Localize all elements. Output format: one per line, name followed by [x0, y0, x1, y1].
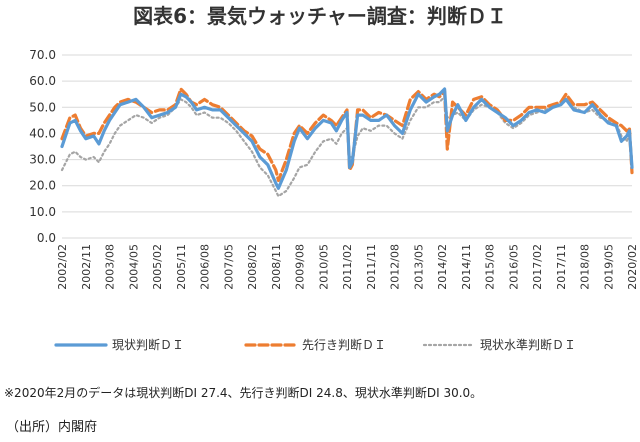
x-tick-label: 2011/02 — [341, 244, 354, 290]
y-tick-label: 40.0 — [29, 126, 56, 140]
x-tick-label: 2017/02 — [531, 244, 544, 290]
x-tick-label: 2005/02 — [151, 244, 164, 290]
x-tick-label: 2015/08 — [484, 244, 497, 290]
x-tick-label: 2008/11 — [270, 244, 283, 290]
x-tick-label: 2011/11 — [365, 244, 378, 290]
source-note: （出所）内閣府 — [6, 420, 98, 435]
footnote: ※2020年2月のデータは現状判断DI 27.4、先行き判断DI 24.8、現状… — [4, 386, 483, 400]
x-tick-label: 2016/05 — [507, 244, 520, 290]
y-tick-label: 10.0 — [29, 205, 56, 219]
x-tick-label: 2014/11 — [460, 244, 473, 290]
x-tick-label: 2010/05 — [317, 244, 330, 290]
x-tick-label: 2013/05 — [412, 244, 425, 290]
x-axis-ticks: 2002/02 2002/11 2003/08 2004/05 2005/02 2005/… — [56, 244, 639, 290]
legend-label: 先行き判断ＤＩ — [302, 337, 386, 352]
x-tick-label: 2008/02 — [246, 244, 259, 290]
x-tick-label: 2006/08 — [199, 244, 212, 290]
y-tick-label: 60.0 — [29, 74, 56, 88]
series-lines — [60, 87, 634, 198]
x-tick-label: 2005/11 — [175, 244, 188, 290]
x-tick-label: 2004/05 — [127, 244, 140, 290]
series-line — [60, 87, 634, 190]
legend-label: 現状判断ＤＩ — [112, 337, 184, 352]
x-tick-label: 2018/08 — [579, 244, 592, 290]
x-tick-label: 2014/02 — [436, 244, 449, 290]
y-tick-label: 0.0 — [37, 231, 56, 245]
x-tick-label: 2017/11 — [555, 244, 568, 290]
legend-label: 現状水準判断ＤＩ — [480, 337, 576, 352]
y-tick-label: 70.0 — [29, 48, 56, 62]
x-tick-label: 2020/02 — [626, 244, 639, 290]
chart-title: 図表6：景気ウォッチャー調査：判断ＤＩ — [133, 4, 507, 28]
y-tick-label: 20.0 — [29, 179, 56, 193]
x-tick-label: 2012/08 — [389, 244, 402, 290]
x-tick-label: 2019/05 — [602, 244, 615, 290]
x-tick-label: 2007/05 — [222, 244, 235, 290]
y-tick-label: 50.0 — [29, 100, 56, 114]
x-tick-label: 2002/11 — [80, 244, 93, 290]
legend: 現状判断ＤＩ 先行き判断ＤＩ 現状水準判断ＤＩ — [54, 337, 576, 352]
y-axis-ticks: 0.0 10.0 20.0 30.0 40.0 50.0 60.0 70.0 — [29, 48, 56, 245]
x-tick-label: 2009/08 — [294, 244, 307, 290]
series-line — [60, 87, 634, 183]
x-tick-label: 2003/08 — [104, 244, 117, 290]
y-tick-label: 30.0 — [29, 153, 56, 167]
x-tick-label: 2002/02 — [56, 244, 69, 290]
